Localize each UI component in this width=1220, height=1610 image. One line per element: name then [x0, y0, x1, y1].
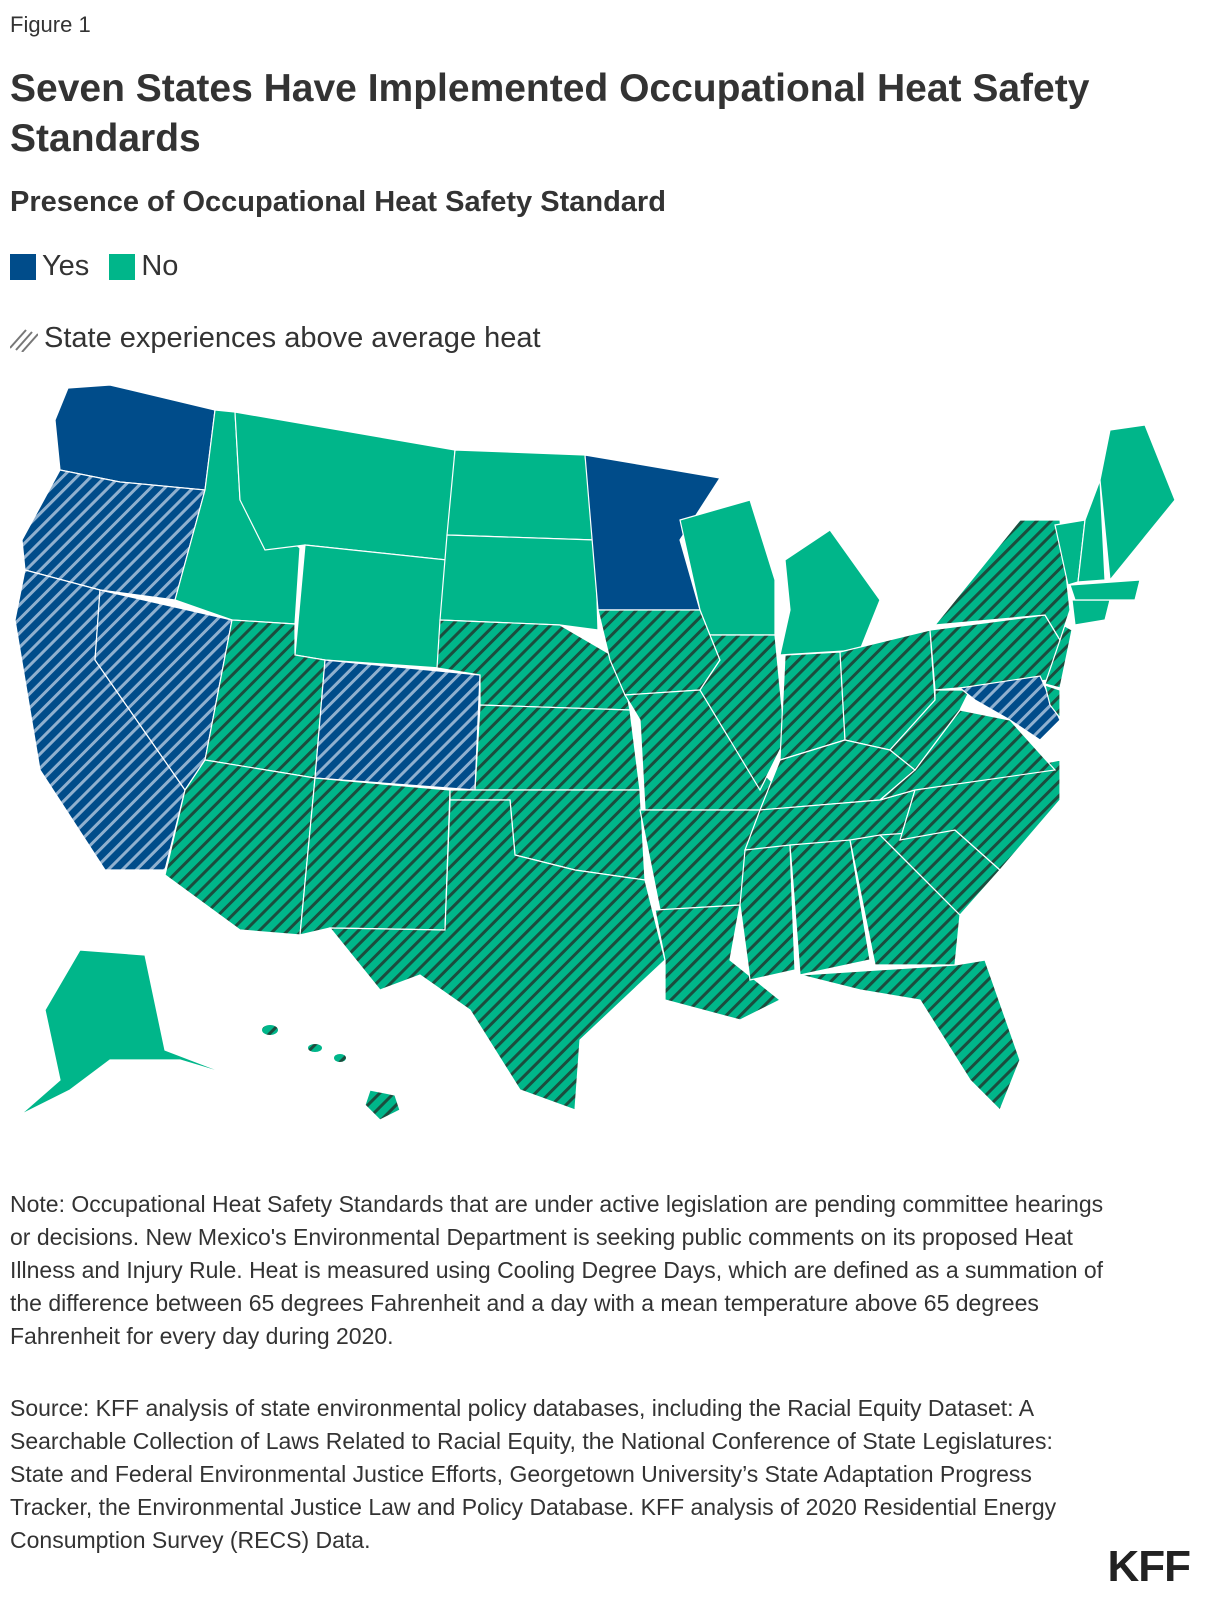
kff-logo: KFF [1107, 1542, 1191, 1591]
state-co [314, 659, 481, 791]
state-ak [19, 949, 231, 1116]
state-mn [584, 454, 721, 611]
hatch-icon [10, 328, 38, 352]
hawaii-island [262, 1025, 278, 1035]
state-ma [1069, 579, 1141, 601]
state-ny [933, 519, 1071, 642]
state-il [699, 634, 786, 792]
legend: Yes No [10, 250, 178, 283]
legend-hatch: State experiences above average heat [10, 322, 541, 355]
state-la [654, 904, 782, 1021]
state-ks [474, 704, 641, 791]
state-al [789, 839, 871, 976]
legend-label-hatch: State experiences above average heat [44, 322, 541, 354]
state-ga [849, 834, 961, 966]
chart-subtitle: Presence of Occupational Heat Safety Sta… [10, 186, 666, 218]
state-az [164, 759, 316, 936]
chart-title: Seven States Have Implemented Occupation… [10, 67, 1090, 160]
hawaii-island [308, 1044, 322, 1052]
state-nm [299, 777, 451, 936]
state-nh [1077, 479, 1106, 583]
state-de [1044, 684, 1061, 720]
figure-label: Figure 1 [10, 12, 91, 37]
legend-swatch-yes [10, 253, 36, 280]
state-wy [294, 544, 448, 669]
state-mt [234, 411, 456, 561]
legend-label-yes: Yes [42, 250, 90, 282]
state-hi [364, 1089, 401, 1121]
state-me [1099, 424, 1176, 582]
state-nd [446, 449, 596, 541]
state-tx [328, 799, 666, 1111]
hawaii-island [334, 1054, 346, 1062]
state-ct [1071, 599, 1111, 626]
state-ms [739, 844, 796, 981]
state-fl [799, 959, 1021, 1112]
source-text: Source: KFF analysis of state environmen… [10, 1395, 1057, 1553]
note-text: Note: Occupational Heat Safety Standards… [10, 1191, 1104, 1349]
us-map [14, 384, 1176, 1121]
state-md [958, 675, 1061, 741]
state-sd [439, 534, 599, 631]
state-mi [779, 529, 881, 656]
state-or [21, 469, 206, 601]
legend-swatch-no [109, 253, 136, 280]
legend-label-no: No [141, 250, 179, 282]
